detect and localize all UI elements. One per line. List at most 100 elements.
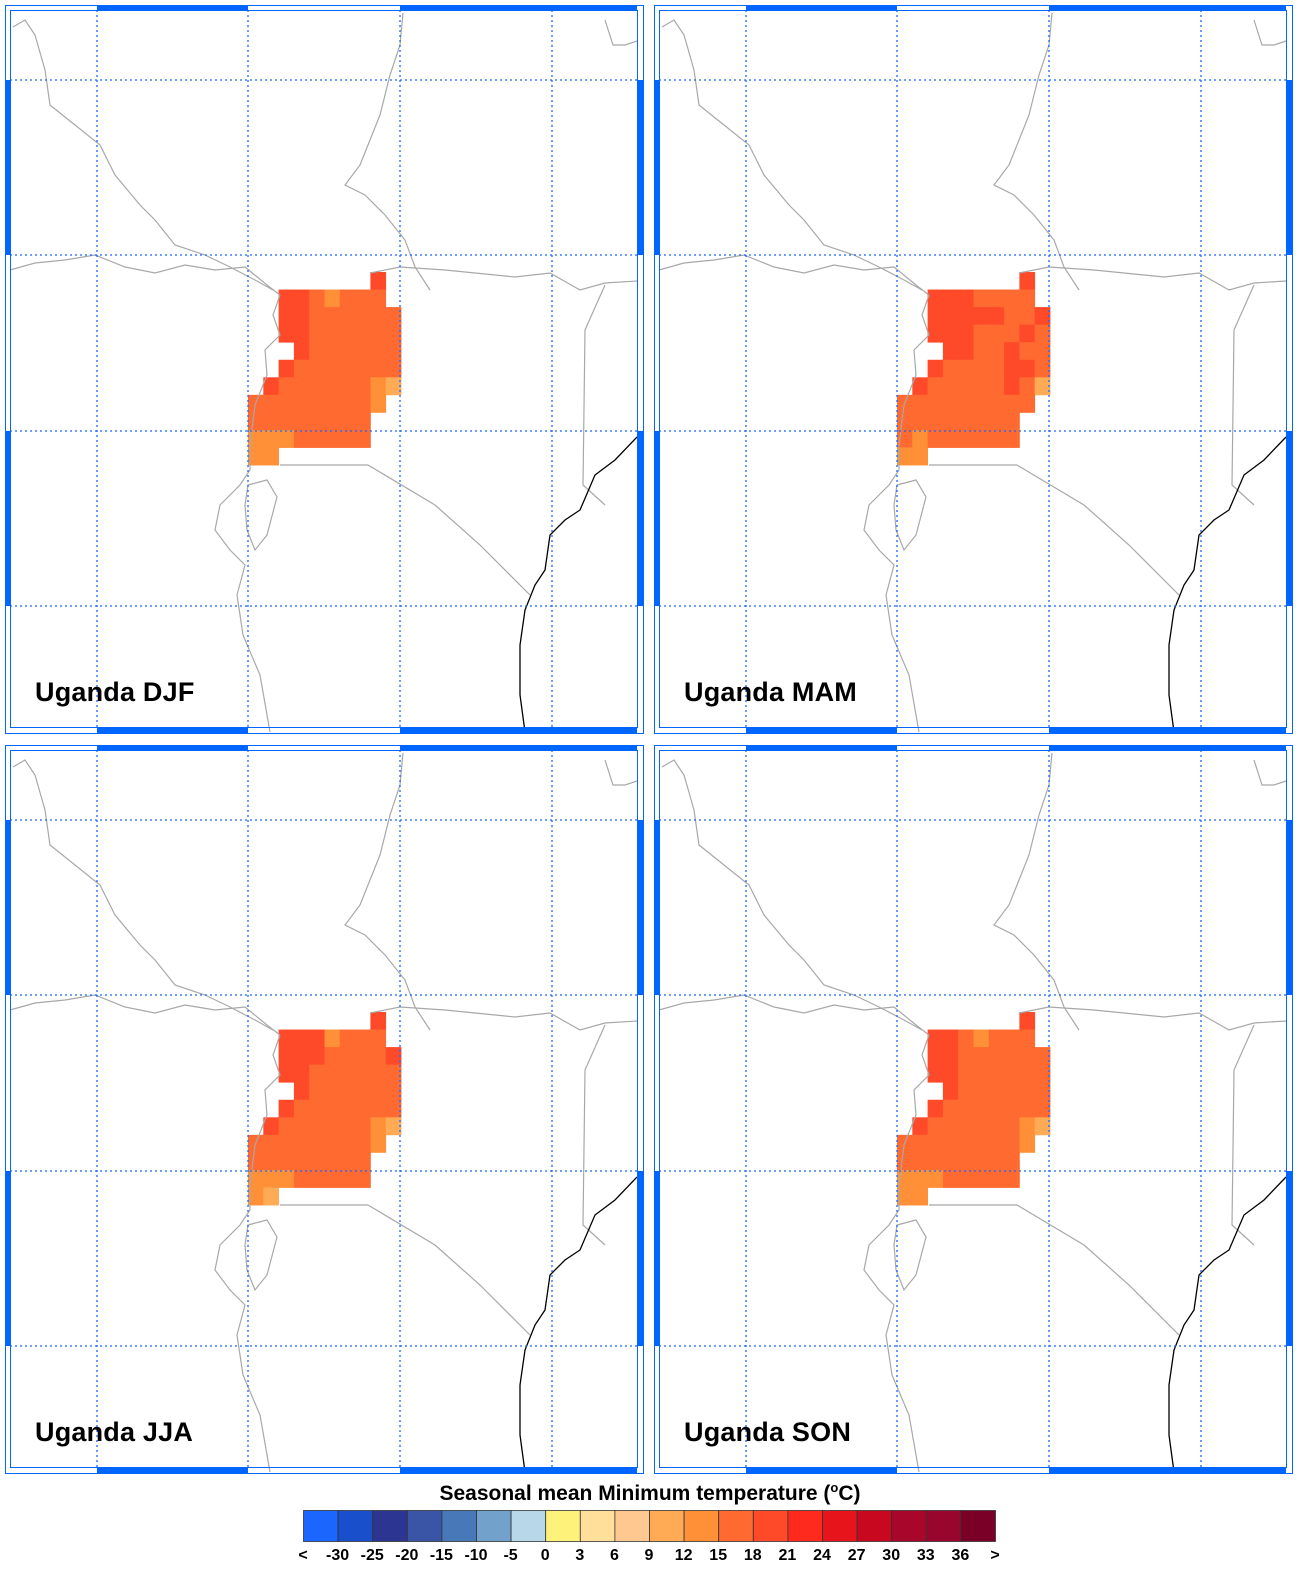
grid-cell — [324, 1064, 341, 1083]
grid-cell — [912, 1117, 928, 1136]
grid-cell — [339, 1152, 356, 1171]
country-border — [244, 479, 278, 552]
grid-cell — [309, 429, 325, 448]
map-frame-outer — [5, 5, 644, 734]
grid-cell — [309, 1117, 325, 1136]
country-border — [1253, 19, 1287, 46]
grid-cell — [927, 412, 944, 431]
grid-cell — [1019, 377, 1036, 396]
grid-cell — [263, 377, 279, 396]
grid-cell — [293, 1064, 310, 1083]
country-border — [367, 1204, 531, 1336]
grid-cell — [958, 1082, 974, 1101]
grid-cell — [309, 289, 325, 308]
grid-cell — [339, 429, 356, 448]
country-border — [863, 294, 930, 733]
grid-cell — [1019, 359, 1036, 378]
frame-tick-bottom — [1049, 728, 1286, 734]
grid-cell — [385, 1064, 402, 1083]
grid-cell — [370, 377, 387, 396]
frame-tick-bottom — [746, 1468, 897, 1474]
grid-cell — [912, 1187, 928, 1206]
grid-cell — [278, 429, 295, 448]
grid-cell — [973, 429, 990, 448]
grid-cell — [973, 1169, 990, 1188]
frame-tick-right — [1287, 80, 1293, 255]
grid-cell — [958, 394, 974, 413]
grid-cell — [309, 1082, 325, 1101]
colorbar-box — [406, 1510, 443, 1542]
grid-cell — [912, 447, 928, 466]
frame-tick-right — [1287, 431, 1293, 606]
grid-cell — [958, 412, 974, 431]
grid-cell — [973, 377, 990, 396]
grid-cell — [324, 1029, 341, 1048]
grid-cell — [958, 429, 974, 448]
grid-cell — [339, 1064, 356, 1083]
grid-cell — [927, 324, 944, 343]
grid-cell — [942, 1082, 959, 1101]
colorbar-box — [718, 1510, 754, 1542]
colorbar-box — [303, 1510, 339, 1542]
grid-cell — [278, 1152, 295, 1171]
colorbar-tick-label: -25 — [360, 1547, 384, 1564]
grid-cell — [355, 429, 371, 448]
grid-cell — [988, 1029, 1005, 1048]
grid-cell — [385, 1117, 402, 1136]
grid-cell — [1004, 412, 1020, 431]
grid-cell — [385, 359, 402, 378]
grid-cell — [897, 1187, 913, 1206]
frame-tick-bottom — [1049, 1468, 1286, 1474]
grid-cell — [278, 1117, 295, 1136]
grid-cell — [339, 1082, 356, 1101]
panel-title: Uganda DJF — [35, 677, 195, 707]
grid-cell — [1034, 1099, 1051, 1118]
grid-cell — [988, 1064, 1005, 1083]
grid-cell — [309, 1099, 325, 1118]
grid-cell — [339, 394, 356, 413]
country-border — [369, 266, 638, 291]
grid-cell — [263, 1117, 279, 1136]
grid-cell — [942, 1029, 959, 1048]
grid-cell — [355, 307, 371, 326]
frame-tick-top — [97, 745, 248, 751]
grid-cell — [942, 412, 959, 431]
map-frame-outer — [654, 5, 1293, 734]
grid-cell — [1019, 394, 1036, 413]
grid-cell — [988, 359, 1005, 378]
grid-cell — [309, 377, 325, 396]
grid-cell — [263, 1152, 279, 1171]
grid-cell — [1034, 1117, 1051, 1136]
coastline — [1168, 1176, 1287, 1473]
colorbar-tick-label: 3 — [575, 1547, 585, 1564]
country-border — [658, 994, 930, 1036]
grid-cell — [370, 272, 387, 290]
grid-cell — [248, 1187, 264, 1206]
grid-cell — [897, 1152, 913, 1171]
grid-cell — [309, 359, 325, 378]
grid-cell — [370, 394, 387, 413]
grid-cell — [927, 1117, 944, 1136]
grid-cell — [1004, 342, 1020, 361]
grid-cell — [1034, 307, 1051, 326]
frame-tick-right — [1287, 1171, 1293, 1346]
grid-cell — [927, 1064, 944, 1083]
grid-cell — [927, 377, 944, 396]
grid-cell — [942, 1064, 959, 1083]
panel-title: Uganda SON — [684, 1417, 852, 1447]
colorbar-tick-label: -10 — [464, 1547, 488, 1564]
coastline — [519, 1176, 638, 1473]
grid-cell — [355, 1099, 371, 1118]
map-frame-inner — [659, 750, 1287, 1468]
grid-cell — [958, 1134, 974, 1153]
panel-title: Uganda JJA — [35, 1417, 194, 1447]
grid-cell — [942, 377, 959, 396]
country-border — [344, 12, 431, 291]
grid-cell — [973, 1099, 990, 1118]
grid-cell — [988, 1117, 1005, 1136]
grid-cell — [309, 394, 325, 413]
grid-cell — [370, 1099, 387, 1118]
grid-cell — [309, 1029, 325, 1048]
grid-cell — [293, 394, 310, 413]
grid-cell — [912, 1152, 928, 1171]
